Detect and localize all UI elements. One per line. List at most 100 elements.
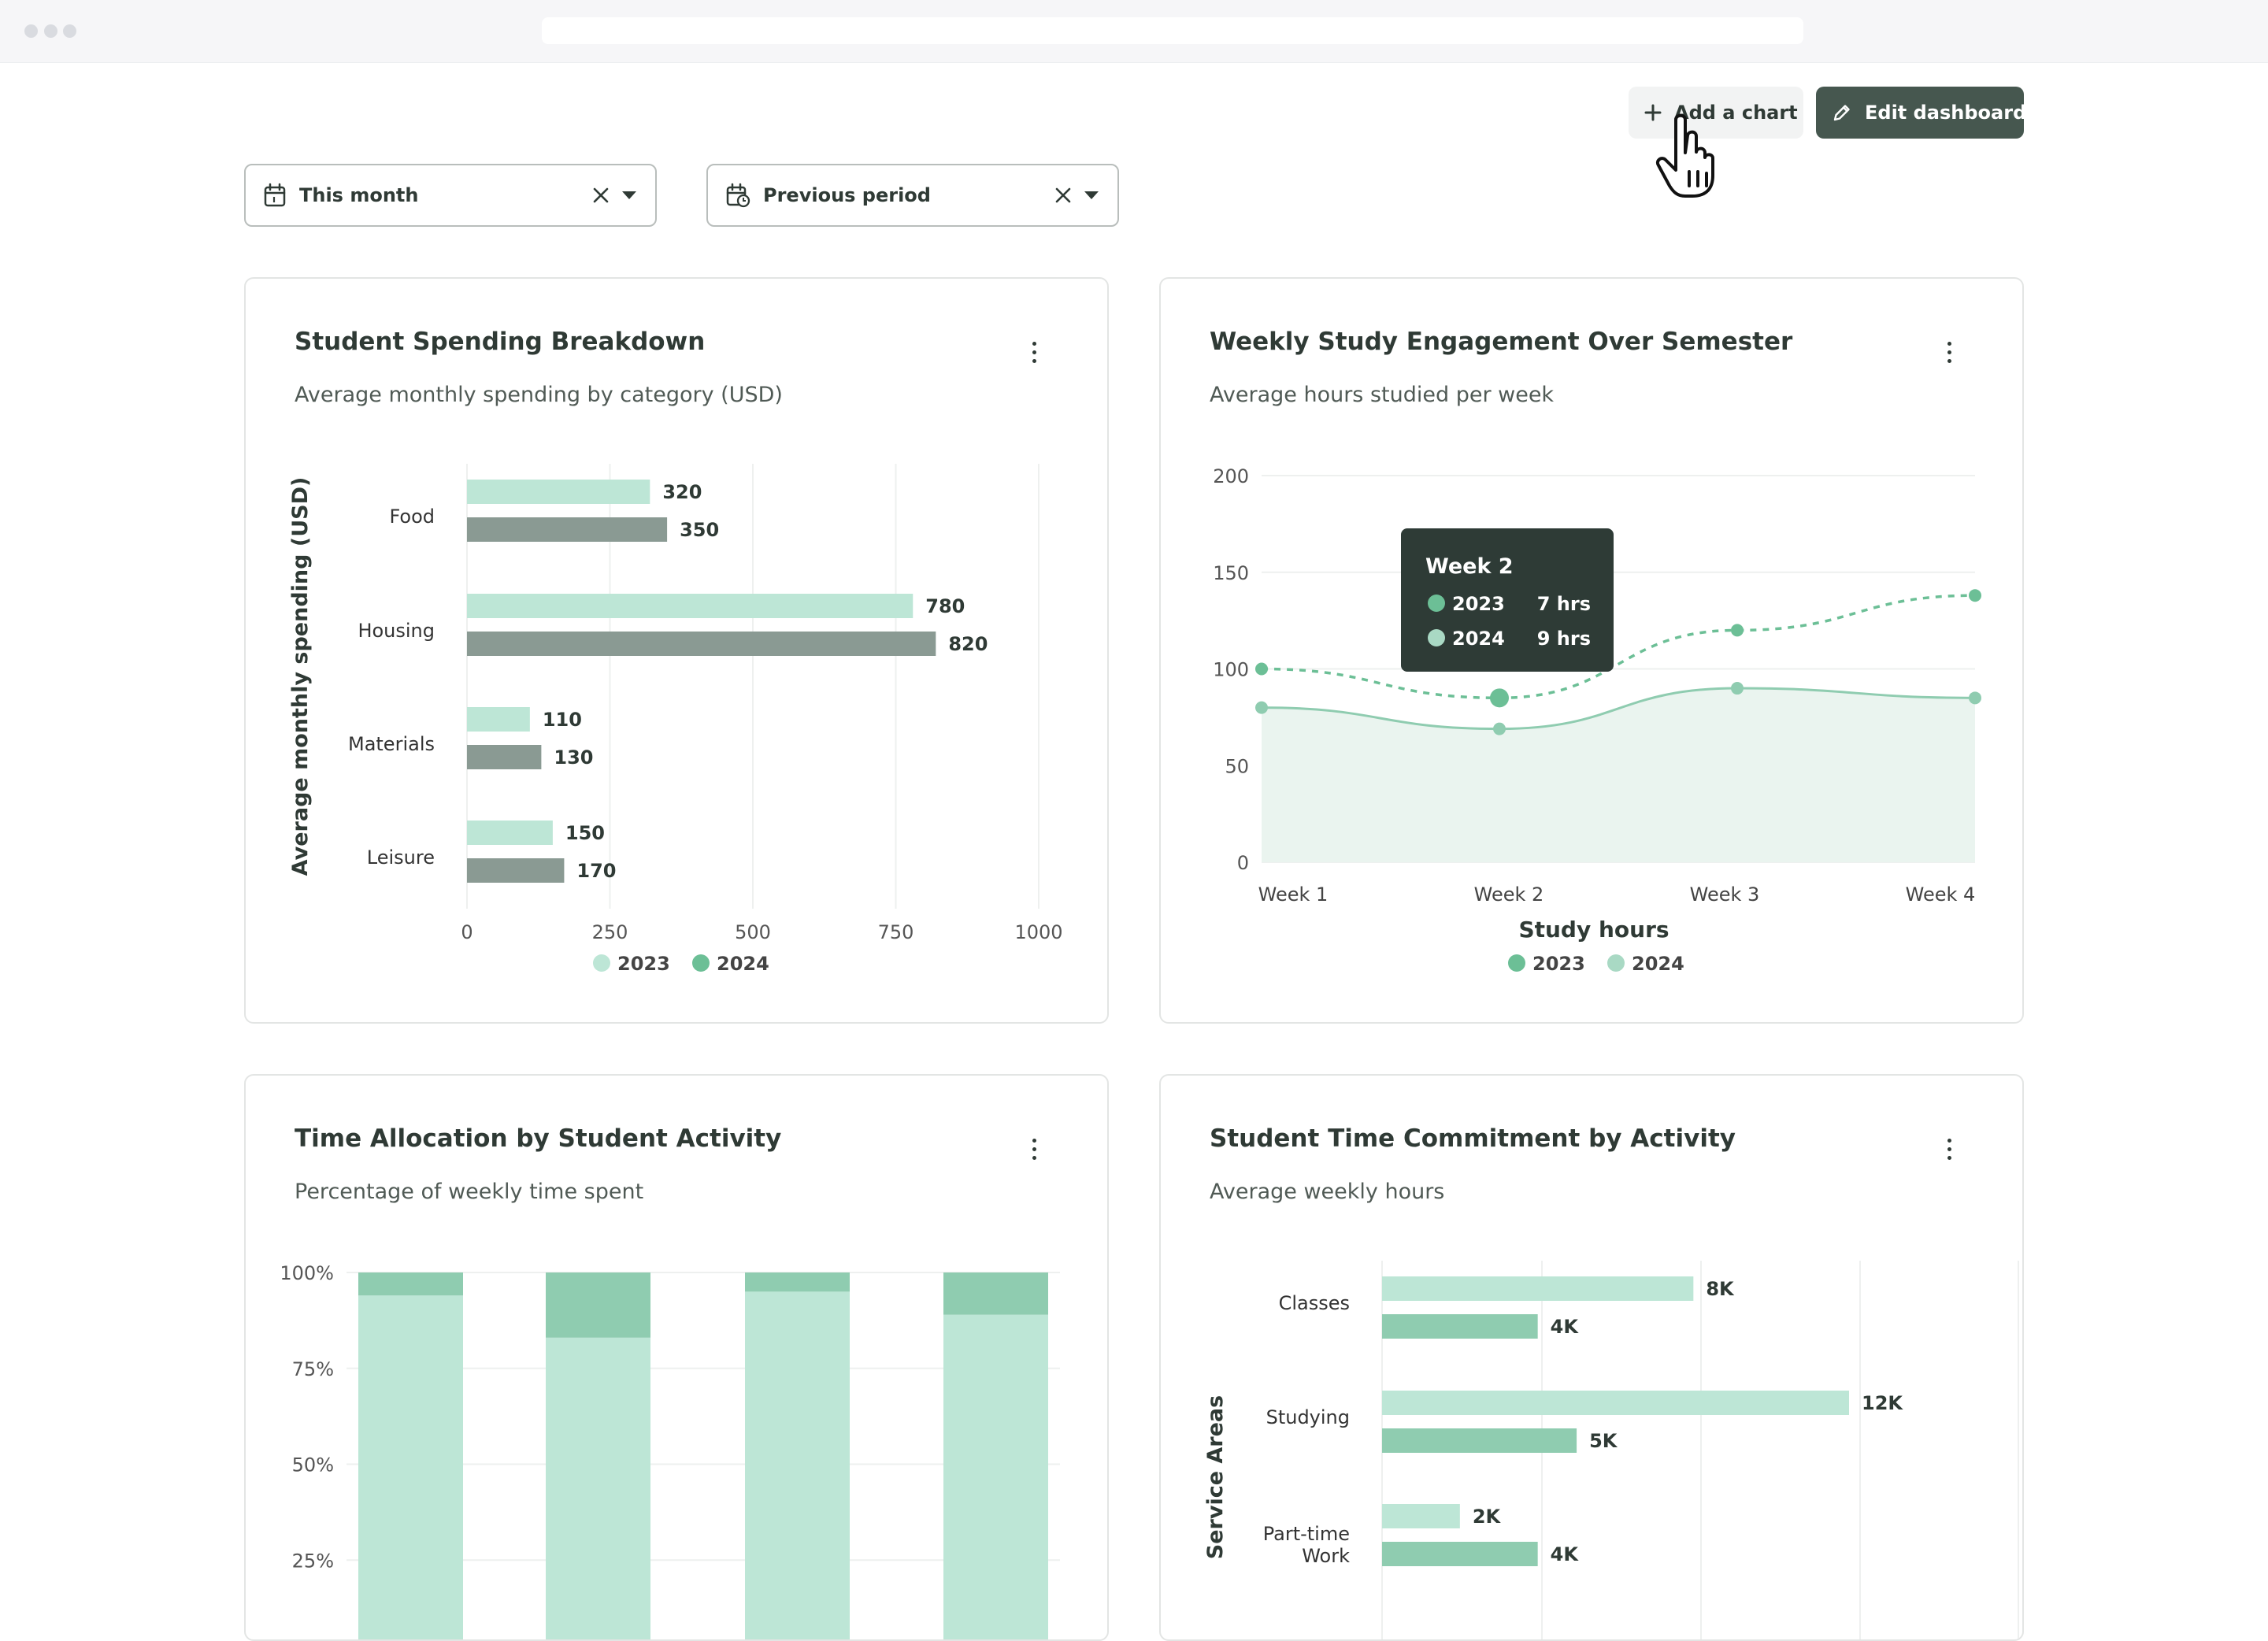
bar: [467, 707, 530, 732]
y-tick-label: 0: [1237, 852, 1249, 874]
tooltip-series-name: 2024: [1452, 628, 1505, 650]
bar: [467, 632, 936, 656]
data-point: [1490, 688, 1509, 708]
legend-marker: [593, 954, 610, 972]
edit-dashboard-button[interactable]: Edit dashboard: [1816, 87, 2026, 139]
data-point: [1731, 624, 1744, 637]
data-point: [1731, 682, 1744, 695]
y-category-label: Part-time Work: [1263, 1523, 1350, 1567]
card-subtitle: Average weekly hours: [1210, 1180, 1445, 1204]
bar: [1382, 1314, 1538, 1339]
card-subtitle: Average monthly spending by category (US…: [295, 383, 783, 407]
area-fill: [1262, 688, 1975, 862]
y-category-label: Leisure: [367, 846, 435, 869]
y-tick-label: 200: [1213, 465, 1249, 487]
legend-label: 2024: [717, 953, 769, 975]
date-range-value: This month: [299, 184, 419, 206]
bar-value-label: 320: [662, 481, 702, 503]
x-tick-label: Week 2: [1474, 883, 1544, 906]
y-tick-label: 100: [1213, 659, 1249, 681]
bar-value-label: 5K: [1589, 1430, 1618, 1452]
bar-value-label: 150: [565, 822, 605, 844]
card-subtitle: Percentage of weekly time spent: [295, 1180, 644, 1204]
bar-value-label: 12K: [1862, 1392, 1903, 1414]
spending-bar-chart: 0 250 500 750 1000 Food 320 350 Housing 780 820 Mat…: [288, 464, 1063, 975]
more-options-icon[interactable]: [1030, 342, 1038, 365]
comparison-value: Previous period: [763, 184, 931, 206]
x-tick-label: 1000: [1014, 921, 1062, 943]
clear-icon[interactable]: [1054, 187, 1072, 204]
bar-value-label: 350: [680, 519, 719, 541]
clear-icon[interactable]: [592, 187, 610, 204]
bar: [1382, 1542, 1538, 1566]
tooltip: [1401, 528, 1614, 672]
x-tick-label: Week 3: [1690, 883, 1760, 906]
more-options-icon[interactable]: [1030, 1139, 1038, 1162]
bar-value-label: 170: [576, 860, 616, 882]
tooltip-marker: [1428, 629, 1445, 646]
series-line: [1261, 594, 1976, 700]
y-tick-label: 50%: [292, 1454, 334, 1476]
window-control-dot[interactable]: [63, 24, 76, 38]
comparison-select[interactable]: Previous period: [706, 164, 1119, 227]
bar-value-label: 2K: [1473, 1506, 1502, 1528]
bar: [1382, 1504, 1460, 1528]
bar-value-label: 110: [543, 709, 582, 731]
stacked-bar-segment: [943, 1314, 1048, 1639]
tooltip-series-name: 2023: [1452, 593, 1505, 615]
x-tick-label: 0: [461, 921, 472, 943]
window-control-dot[interactable]: [44, 24, 57, 38]
bar: [467, 745, 542, 769]
bar-value-label: 4K: [1551, 1316, 1580, 1338]
series-line: [1261, 687, 1976, 731]
y-axis-label: Average monthly spending (USD): [288, 477, 313, 876]
x-axis-label: Study hours: [1518, 917, 1669, 943]
time-commitment-bar-chart: Classes 8K 4K Studying 12K 5K Part-time Work 2K 4…: [1203, 1261, 2019, 1639]
bar: [1382, 1428, 1577, 1453]
add-chart-button[interactable]: Add a chart: [1629, 87, 1803, 139]
legend-label: 2023: [617, 953, 670, 975]
tooltip-value: 9 hrs: [1537, 628, 1591, 650]
card-title: Weekly Study Engagement Over Semester: [1210, 328, 1793, 356]
pencil-icon: [1833, 105, 1850, 121]
legend-marker: [692, 954, 710, 972]
study-line-chart: 0 50 100 150 200 Week 1 Week 2 Week 3 Week 4 Stud…: [1213, 465, 1981, 975]
x-tick-label: 250: [592, 921, 628, 943]
y-category-label: Food: [389, 506, 435, 528]
date-range-select[interactable]: This month: [244, 164, 657, 227]
card-title: Student Time Commitment by Activity: [1210, 1124, 1736, 1153]
address-bar[interactable]: [542, 17, 1803, 44]
chevron-down-icon[interactable]: [621, 190, 638, 201]
hand-pointer-cursor-icon: [1656, 113, 1714, 198]
x-tick-label: 500: [735, 921, 771, 943]
window-control-dot[interactable]: [24, 24, 38, 38]
stacked-bar-segment: [358, 1295, 463, 1639]
bar: [1382, 1276, 1694, 1301]
card-title: Student Spending Breakdown: [295, 328, 706, 356]
add-chart-label: Add a chart: [1674, 102, 1798, 124]
stacked-bar-segment: [546, 1337, 650, 1639]
bar: [467, 480, 650, 504]
bar-value-label: 4K: [1551, 1543, 1580, 1565]
y-category-label: Studying: [1266, 1406, 1350, 1428]
x-tick-label: Week 1: [1258, 883, 1329, 906]
y-tick-label: 75%: [292, 1358, 334, 1380]
bar: [1382, 1391, 1849, 1415]
bar-value-label: 780: [925, 595, 965, 617]
more-options-icon[interactable]: [1945, 342, 1953, 365]
legend-label: 2024: [1632, 953, 1684, 975]
calendar-icon: [264, 183, 286, 207]
y-category-label: Materials: [348, 733, 435, 755]
data-point: [1969, 589, 1981, 602]
stacked-bar-segment: [358, 1272, 463, 1296]
data-point: [1255, 662, 1268, 676]
browser-chrome: [0, 0, 2268, 63]
data-point: [1255, 701, 1268, 714]
card-subtitle: Average hours studied per week: [1210, 383, 1555, 407]
legend-marker: [1508, 954, 1525, 972]
y-tick-label: 150: [1213, 562, 1249, 584]
chevron-down-icon[interactable]: [1083, 190, 1100, 201]
time-allocation-stacked-chart: 100% 75% 50% 25%: [280, 1262, 1060, 1639]
card-title: Time Allocation by Student Activity: [295, 1124, 782, 1153]
more-options-icon[interactable]: [1945, 1139, 1953, 1162]
